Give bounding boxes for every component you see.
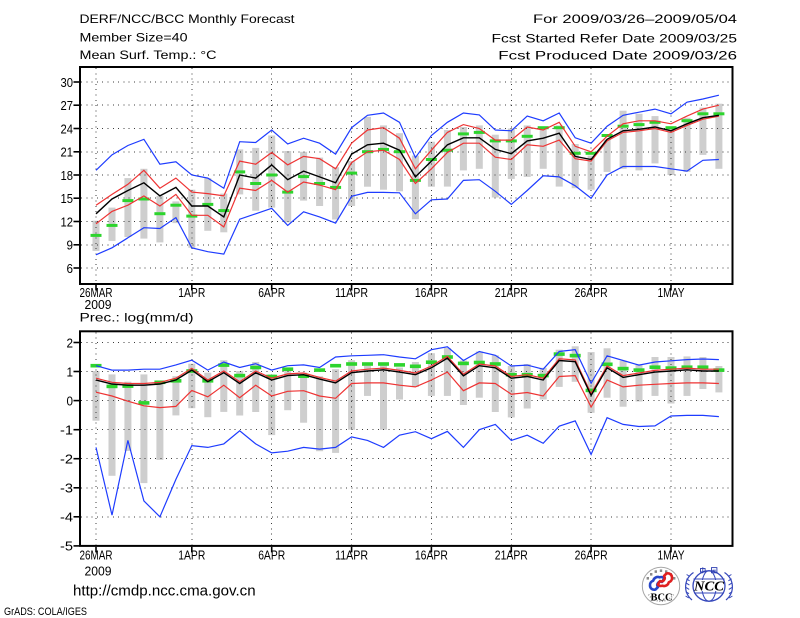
svg-text:GrADS: COLA/IGES: GrADS: COLA/IGES	[4, 606, 87, 618]
svg-text:11APR: 11APR	[335, 285, 368, 300]
svg-text:Mean Surf. Temp.: °C: Mean Surf. Temp.: °C	[80, 48, 217, 62]
svg-text:NCC: NCC	[693, 580, 725, 595]
svg-text:For 2009/03/26–2009/05/04: For 2009/03/26–2009/05/04	[533, 12, 737, 26]
svg-text:Member Size=40: Member Size=40	[80, 31, 188, 45]
svg-text:1APR: 1APR	[178, 285, 205, 300]
svg-text:27: 27	[61, 98, 74, 113]
svg-text:1MAY: 1MAY	[658, 285, 685, 300]
svg-text:6APR: 6APR	[258, 285, 285, 300]
svg-text:Fcst Started Refer Date 2009/0: Fcst Started Refer Date 2009/03/25	[492, 32, 738, 46]
svg-text:18: 18	[61, 168, 74, 183]
svg-text:26APR: 26APR	[575, 548, 608, 563]
svg-text:24: 24	[61, 121, 74, 136]
svg-text:21APR: 21APR	[495, 548, 528, 563]
svg-text:2009: 2009	[85, 297, 112, 312]
svg-text:-3: -3	[60, 481, 73, 496]
svg-text:30: 30	[61, 75, 74, 90]
svg-text:21APR: 21APR	[495, 285, 528, 300]
svg-text:1MAY: 1MAY	[658, 548, 685, 563]
svg-text:DERF/NCC/BCC Monthly Forecast: DERF/NCC/BCC Monthly Forecast	[80, 12, 296, 26]
svg-text:1: 1	[67, 364, 74, 379]
svg-text:15: 15	[61, 191, 74, 206]
svg-text:16APR: 16APR	[415, 285, 448, 300]
svg-text:9: 9	[67, 238, 74, 253]
svg-text:11APR: 11APR	[335, 548, 368, 563]
svg-text:26MAR: 26MAR	[80, 285, 113, 300]
svg-text:Prec.: log(mm/d): Prec.: log(mm/d)	[80, 311, 194, 325]
svg-text:21: 21	[61, 145, 74, 160]
svg-text:16APR: 16APR	[415, 548, 448, 563]
svg-text:6APR: 6APR	[258, 548, 285, 563]
svg-text:1APR: 1APR	[178, 548, 205, 563]
svg-text:12: 12	[61, 214, 74, 229]
svg-text:26MAR: 26MAR	[80, 548, 113, 563]
svg-text:26APR: 26APR	[575, 285, 608, 300]
svg-text:http://cmdp.ncc.cma.gov.cn: http://cmdp.ncc.cma.gov.cn	[73, 584, 256, 600]
svg-text:-5: -5	[60, 539, 73, 554]
svg-text:BCC: BCC	[651, 592, 673, 604]
svg-text:-4: -4	[60, 510, 73, 525]
svg-text:0: 0	[67, 393, 74, 408]
svg-text:2: 2	[67, 335, 74, 350]
svg-text:-1: -1	[60, 423, 73, 438]
svg-text:6: 6	[67, 261, 74, 276]
svg-text:2009: 2009	[85, 563, 112, 578]
svg-text:-2: -2	[60, 452, 73, 467]
svg-text:Fcst Produced Date 2009/03/26: Fcst Produced Date 2009/03/26	[498, 49, 737, 63]
